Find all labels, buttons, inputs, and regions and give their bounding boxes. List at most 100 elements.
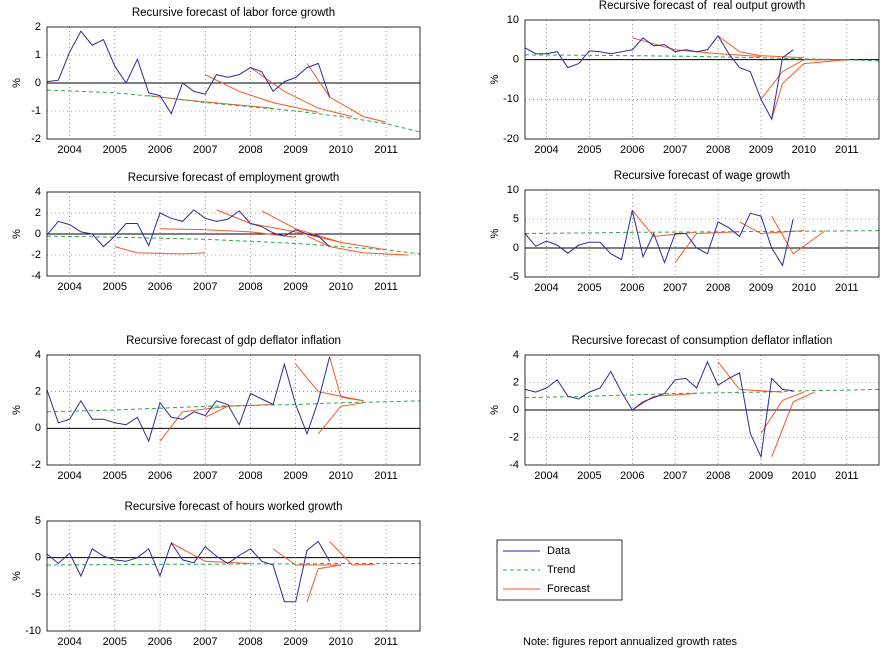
data-line — [46, 30, 331, 115]
x-tick-label: 2007 — [193, 636, 217, 648]
y-tick-label: -1 — [31, 105, 41, 117]
x-tick-label: 2010 — [329, 470, 353, 482]
chart-title: Recursive forecast of employment growth — [128, 172, 340, 184]
y-tick-label: 0 — [513, 242, 519, 254]
forecast-line — [632, 393, 697, 411]
y-axis-label: % — [11, 78, 23, 88]
x-tick-label: 2004 — [534, 282, 558, 294]
trend-line — [46, 400, 421, 413]
y-tick-label: 10 — [507, 14, 519, 26]
plot-frame — [46, 191, 421, 277]
x-tick-label: 2010 — [792, 282, 816, 294]
y-tick-label: 10 — [507, 184, 519, 196]
forecast-line — [717, 361, 783, 393]
forecast-line — [717, 35, 804, 59]
x-tick-label: 2010 — [792, 470, 816, 482]
x-tick-label: 2009 — [749, 470, 773, 482]
x-tick-label: 2008 — [238, 281, 262, 293]
x-tick-label: 2009 — [749, 144, 773, 156]
forecast-line — [216, 209, 342, 243]
y-axis-label: % — [489, 228, 501, 238]
trend-line — [524, 230, 880, 234]
forecast-line — [250, 67, 353, 118]
x-tick-label: 2006 — [148, 281, 172, 293]
x-tick-label: 2008 — [238, 144, 262, 156]
forecast-line — [760, 391, 805, 434]
forecast-line — [632, 37, 762, 57]
forecast-line — [306, 63, 387, 123]
forecast-line — [771, 59, 847, 120]
x-tick-label: 2009 — [283, 144, 307, 156]
plot-frame — [524, 19, 880, 140]
y-tick-label: 2 — [513, 376, 519, 388]
y-tick-label: -5 — [31, 588, 41, 600]
data-line — [46, 540, 331, 603]
forecast-line — [114, 246, 206, 255]
forecast-line — [306, 235, 409, 256]
x-tick-label: 2004 — [534, 470, 558, 482]
y-tick-label: -2 — [31, 249, 41, 261]
x-tick-label: 2010 — [329, 281, 353, 293]
y-tick-label: 4 — [35, 349, 41, 361]
x-tick-label: 2007 — [663, 470, 687, 482]
trend-line — [46, 235, 421, 255]
forecast-line — [159, 228, 296, 238]
chart-title: Recursive forecast of labor force growth — [132, 7, 335, 19]
x-tick-label: 2010 — [329, 144, 353, 156]
forecast-line — [760, 59, 847, 100]
forecast-line — [771, 215, 826, 255]
x-tick-label: 2006 — [148, 470, 172, 482]
x-tick-label: 2005 — [577, 470, 601, 482]
forecast-line — [171, 542, 251, 564]
data-line — [46, 209, 330, 248]
forecast-line — [148, 95, 274, 109]
forecast-line — [674, 231, 740, 263]
x-tick-label: 2008 — [706, 282, 730, 294]
note: Note: figures report annualized growth r… — [523, 636, 738, 648]
y-tick-label: -20 — [503, 133, 519, 145]
y-tick-label: 1 — [35, 49, 41, 61]
forecast-line — [159, 405, 228, 442]
y-tick-label: -4 — [509, 459, 519, 471]
plot-frame — [46, 520, 421, 632]
x-tick-label: 2004 — [57, 470, 81, 482]
x-tick-label: 2011 — [374, 144, 398, 156]
y-tick-label: -2 — [509, 431, 519, 443]
trend-line — [524, 388, 880, 399]
trend-line — [46, 89, 421, 133]
y-tick-label: 5 — [35, 515, 41, 527]
y-tick-label: 0 — [35, 552, 41, 564]
trend-line — [46, 563, 420, 566]
x-tick-label: 2004 — [57, 144, 81, 156]
y-axis-label: % — [489, 405, 501, 415]
x-tick-label: 2007 — [193, 470, 217, 482]
x-tick-label: 2005 — [103, 636, 127, 648]
x-tick-label: 2008 — [706, 470, 730, 482]
legend-label: Trend — [547, 564, 575, 576]
x-tick-label: 2009 — [283, 470, 307, 482]
x-tick-label: 2004 — [57, 636, 81, 648]
trend-line — [524, 54, 880, 62]
y-axis-label: % — [11, 405, 23, 415]
y-tick-label: 0 — [513, 404, 519, 416]
plot-frame — [46, 354, 421, 466]
x-tick-label: 2008 — [238, 636, 262, 648]
y-tick-label: 0 — [35, 77, 41, 89]
forecast-line — [329, 356, 364, 402]
chart-title: Recursive forecast of wage growth — [614, 170, 790, 182]
x-tick-label: 2004 — [534, 144, 558, 156]
legend-label: Data — [547, 545, 571, 557]
y-tick-label: 0 — [35, 422, 41, 434]
x-tick-label: 2009 — [749, 282, 773, 294]
y-tick-label: 4 — [35, 186, 41, 198]
x-tick-label: 2011 — [374, 281, 398, 293]
data-line — [524, 35, 794, 121]
forecast-line — [317, 402, 364, 435]
forecast-line — [272, 548, 341, 566]
x-tick-label: 2011 — [835, 282, 859, 294]
y-tick-label: -10 — [503, 93, 519, 105]
forecast-line — [739, 221, 804, 235]
y-tick-label: 0 — [35, 228, 41, 240]
data-line — [524, 210, 794, 267]
